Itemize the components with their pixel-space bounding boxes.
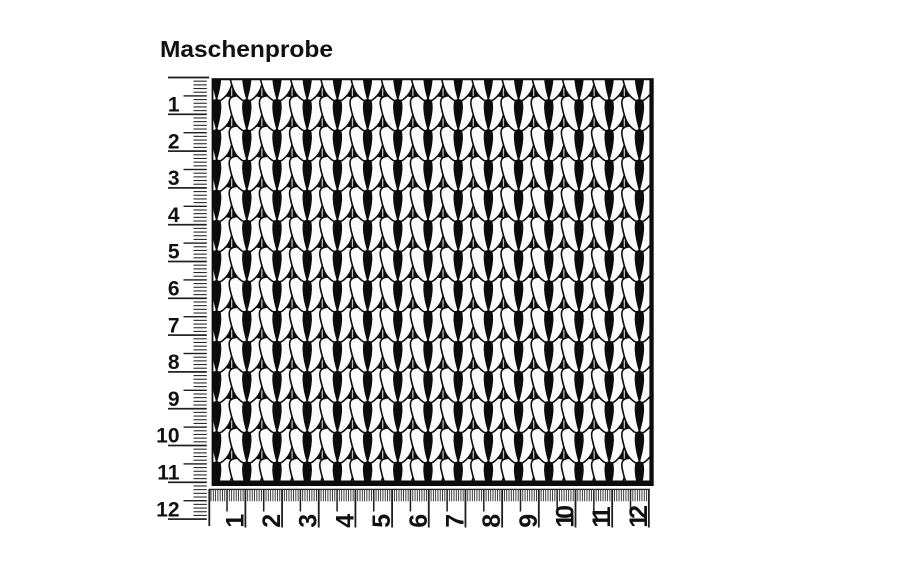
svg-text:9: 9 bbox=[168, 388, 180, 411]
svg-text:5: 5 bbox=[368, 514, 396, 528]
svg-text:2: 2 bbox=[168, 130, 180, 153]
svg-text:1: 1 bbox=[168, 94, 180, 117]
svg-text:6: 6 bbox=[168, 278, 180, 301]
svg-text:12: 12 bbox=[156, 498, 179, 521]
svg-text:4: 4 bbox=[168, 204, 180, 227]
svg-text:5: 5 bbox=[168, 241, 180, 264]
svg-text:10: 10 bbox=[552, 506, 580, 528]
svg-text:8: 8 bbox=[168, 351, 180, 374]
svg-text:12: 12 bbox=[625, 506, 653, 528]
svg-text:6: 6 bbox=[405, 514, 433, 528]
svg-text:9: 9 bbox=[515, 514, 543, 528]
svg-text:Maschenprobe: Maschenprobe bbox=[160, 36, 333, 62]
svg-text:2: 2 bbox=[258, 514, 286, 528]
svg-text:7: 7 bbox=[442, 514, 470, 528]
svg-text:11: 11 bbox=[588, 506, 616, 528]
svg-text:3: 3 bbox=[295, 514, 323, 528]
svg-text:7: 7 bbox=[168, 314, 180, 337]
svg-text:8: 8 bbox=[478, 514, 506, 528]
svg-text:1: 1 bbox=[221, 514, 249, 528]
svg-text:4: 4 bbox=[331, 514, 359, 528]
svg-text:3: 3 bbox=[168, 167, 180, 190]
svg-text:10: 10 bbox=[156, 425, 179, 448]
svg-text:11: 11 bbox=[157, 462, 180, 485]
